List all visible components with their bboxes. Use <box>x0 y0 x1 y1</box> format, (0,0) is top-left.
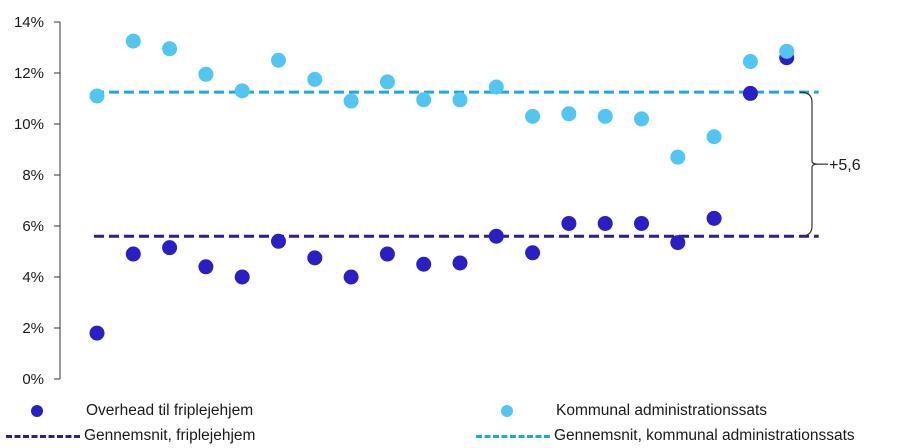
legend-item-avg-friplejehjem: Gennemsnit, friplejehjem <box>0 425 255 447</box>
data-point <box>416 256 432 272</box>
y-tick-label: 14% <box>14 14 44 31</box>
difference-bracket <box>799 91 828 237</box>
data-point <box>634 111 649 127</box>
data-point <box>307 250 323 266</box>
data-point <box>597 108 613 124</box>
data-point <box>198 66 214 82</box>
data-point <box>706 210 722 226</box>
data-point <box>125 33 141 49</box>
legend-marker-dashed-line <box>6 434 80 438</box>
legend-item-kommunal: Kommunal administrationssats <box>470 400 767 422</box>
data-point <box>379 74 395 90</box>
data-point <box>452 92 468 108</box>
legend-label: Gennemsnit, friplejehjem <box>84 427 256 444</box>
data-point <box>452 255 468 271</box>
data-point <box>634 215 649 231</box>
data-point <box>525 108 541 124</box>
data-point <box>89 325 105 341</box>
y-tick-label: 0% <box>22 371 44 388</box>
data-point <box>162 240 178 256</box>
legend-marker-dashed-line <box>476 434 550 438</box>
data-point <box>271 52 286 68</box>
data-point <box>307 71 323 87</box>
series-kommunal <box>89 33 795 165</box>
data-point <box>162 41 178 57</box>
y-tick-label: 12% <box>14 65 44 82</box>
legend-item-friplejehjem: Overhead til friplejehjem <box>0 400 253 422</box>
data-point <box>488 79 504 95</box>
data-point <box>488 228 504 244</box>
data-point <box>343 269 359 285</box>
data-point <box>198 259 214 275</box>
legend-item-avg-kommunal: Gennemsnit, kommunal administrationssats <box>470 425 855 447</box>
data-point <box>561 215 577 231</box>
data-point <box>742 54 758 70</box>
data-point <box>670 149 686 165</box>
y-axis: 0% 2% 4% 6% 8% 10% 12% 14% <box>14 14 61 388</box>
series-friplejehjem <box>89 50 795 341</box>
data-point <box>779 43 795 59</box>
data-point <box>125 246 141 262</box>
legend-marker-dot <box>501 405 513 417</box>
difference-label: +5,6 <box>829 157 861 174</box>
legend-label: Gennemsnit, kommunal administrationssats <box>554 427 855 444</box>
legend-marker-dot <box>31 405 43 417</box>
data-point <box>670 235 686 251</box>
data-point <box>742 85 758 101</box>
data-point <box>379 246 395 262</box>
data-point <box>525 245 541 261</box>
y-tick-label: 8% <box>22 167 44 184</box>
data-point <box>234 83 250 99</box>
data-point <box>706 129 722 145</box>
scatter-chart: 0% 2% 4% 6% 8% 10% 12% 14% +5,6 <box>14 14 861 388</box>
y-tick-label: 2% <box>22 320 44 337</box>
y-tick-label: 4% <box>22 269 44 286</box>
y-tick-label: 6% <box>22 218 44 235</box>
data-point <box>89 88 105 104</box>
average-lines <box>94 90 819 238</box>
legend: Overhead til friplejehjem Kommunal admin… <box>0 396 921 448</box>
bracket-path <box>799 91 819 237</box>
data-point <box>343 93 359 109</box>
y-tick-label: 10% <box>14 116 44 133</box>
data-point <box>597 215 613 231</box>
legend-label: Kommunal administrationssats <box>556 402 768 419</box>
data-point <box>271 233 286 249</box>
legend-label: Overhead til friplejehjem <box>86 402 254 419</box>
data-point <box>561 106 577 122</box>
data-point <box>234 269 250 285</box>
data-point <box>416 92 432 108</box>
